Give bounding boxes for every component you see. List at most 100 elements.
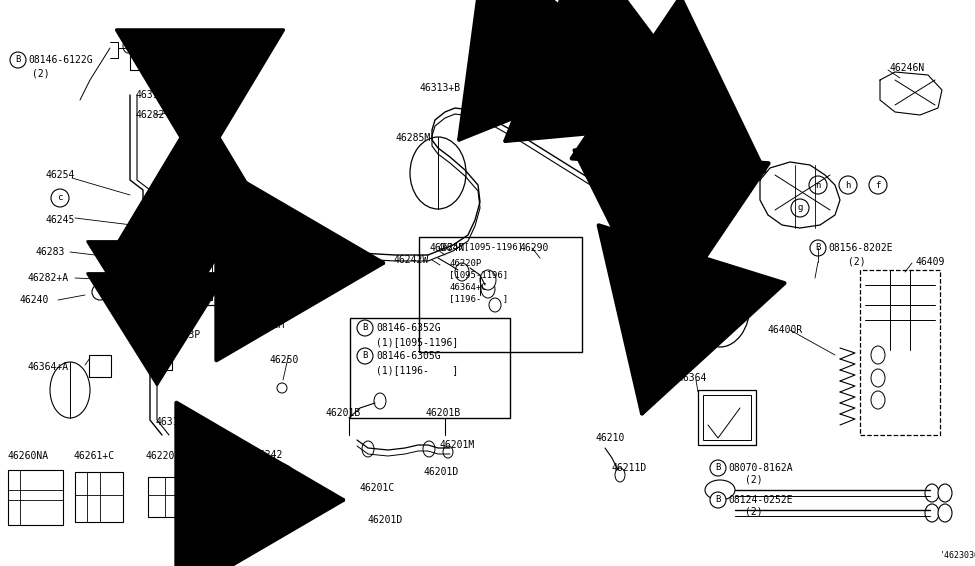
- Text: 46364: 46364: [678, 373, 708, 383]
- Ellipse shape: [254, 463, 302, 527]
- Text: 08146-6122G: 08146-6122G: [28, 55, 93, 65]
- Circle shape: [256, 254, 274, 272]
- Text: 46246N: 46246N: [890, 63, 925, 73]
- Ellipse shape: [50, 362, 90, 418]
- Text: 46201B: 46201B: [425, 408, 460, 418]
- Text: B: B: [815, 243, 821, 252]
- Circle shape: [809, 176, 827, 194]
- Text: B: B: [363, 324, 368, 332]
- Text: (2): (2): [32, 68, 50, 78]
- Text: B: B: [716, 495, 721, 504]
- Text: 46409: 46409: [915, 257, 945, 267]
- Ellipse shape: [423, 441, 435, 457]
- Ellipse shape: [938, 504, 952, 522]
- Ellipse shape: [489, 298, 501, 312]
- Ellipse shape: [705, 480, 735, 500]
- Bar: [8, 470, 63, 525]
- Text: [1196-    ]: [1196- ]: [449, 294, 508, 303]
- Text: 46313+A: 46313+A: [155, 417, 196, 427]
- Circle shape: [277, 383, 287, 393]
- Text: 46240: 46240: [20, 295, 50, 305]
- Text: (2): (2): [745, 507, 762, 517]
- Text: 46245: 46245: [45, 215, 74, 225]
- Text: 46254: 46254: [45, 170, 74, 180]
- Text: 46313+B: 46313+B: [420, 83, 461, 93]
- Text: (2): (2): [848, 257, 866, 267]
- Text: (1)[1095-1196]: (1)[1095-1196]: [376, 337, 458, 347]
- Text: 46313+C: 46313+C: [135, 90, 176, 100]
- Ellipse shape: [669, 368, 679, 382]
- Ellipse shape: [410, 137, 466, 209]
- Text: 46220P: 46220P: [449, 259, 482, 268]
- Text: 46211D: 46211D: [612, 463, 647, 473]
- Text: 46283: 46283: [35, 247, 64, 257]
- Text: 46242: 46242: [253, 450, 283, 460]
- Bar: [419, 237, 582, 352]
- Text: f: f: [876, 181, 880, 190]
- Text: 46252M: 46252M: [250, 320, 286, 330]
- Ellipse shape: [362, 441, 374, 457]
- Ellipse shape: [871, 346, 885, 364]
- Text: [1095-1196]: [1095-1196]: [449, 271, 508, 280]
- Bar: [162, 255, 217, 305]
- Text: 46201D: 46201D: [368, 515, 404, 525]
- Circle shape: [51, 189, 69, 207]
- Text: 46283P: 46283P: [165, 330, 200, 340]
- Bar: [860, 270, 940, 435]
- Text: d: d: [98, 288, 102, 297]
- Text: J: J: [262, 259, 268, 268]
- Bar: [89, 355, 111, 377]
- Text: (1)[1196-    ]: (1)[1196- ]: [376, 365, 458, 375]
- Text: r: r: [232, 213, 238, 222]
- Text: 46282+A: 46282+A: [28, 273, 69, 283]
- Ellipse shape: [481, 280, 495, 298]
- Text: 46285MA: 46285MA: [618, 63, 659, 73]
- Ellipse shape: [871, 391, 885, 409]
- Text: h: h: [845, 181, 850, 190]
- Ellipse shape: [374, 393, 386, 409]
- Circle shape: [226, 209, 244, 227]
- Bar: [148, 477, 188, 517]
- Circle shape: [357, 320, 373, 336]
- Text: (2): (2): [745, 475, 762, 485]
- Text: 46201C: 46201C: [360, 483, 395, 493]
- Text: c: c: [58, 194, 62, 203]
- Ellipse shape: [925, 504, 939, 522]
- Circle shape: [292, 249, 310, 267]
- Text: 08156-8202E: 08156-8202E: [828, 243, 893, 253]
- Ellipse shape: [871, 369, 885, 387]
- Text: 46310: 46310: [685, 275, 715, 285]
- Text: b: b: [232, 229, 238, 238]
- Text: 46282: 46282: [135, 110, 165, 120]
- Bar: [148, 348, 172, 370]
- Text: n: n: [815, 181, 821, 190]
- Circle shape: [226, 239, 244, 257]
- Ellipse shape: [455, 263, 469, 281]
- Text: g: g: [798, 204, 802, 212]
- Ellipse shape: [938, 484, 952, 502]
- Text: 46210: 46210: [595, 433, 624, 443]
- Text: 46285M: 46285M: [396, 133, 431, 143]
- Text: 46201D: 46201D: [424, 467, 459, 477]
- Circle shape: [259, 209, 277, 227]
- Circle shape: [710, 492, 726, 508]
- Circle shape: [810, 240, 826, 256]
- Bar: [698, 390, 756, 445]
- Text: B: B: [363, 351, 368, 361]
- Circle shape: [791, 199, 809, 217]
- Circle shape: [869, 176, 887, 194]
- Text: 08146-6305G: 08146-6305G: [376, 351, 441, 361]
- Bar: [472, 68, 510, 103]
- Bar: [75, 472, 123, 522]
- Text: 08124-0252E: 08124-0252E: [728, 495, 793, 505]
- Text: q: q: [232, 243, 238, 252]
- Ellipse shape: [710, 93, 718, 103]
- Bar: [350, 318, 510, 418]
- Ellipse shape: [243, 267, 257, 277]
- Ellipse shape: [271, 267, 285, 277]
- Text: 46242W: 46242W: [393, 255, 428, 265]
- Ellipse shape: [925, 484, 939, 502]
- Text: 46201M: 46201M: [440, 440, 475, 450]
- Text: 46290: 46290: [520, 243, 549, 253]
- Text: 46211B: 46211B: [676, 333, 711, 343]
